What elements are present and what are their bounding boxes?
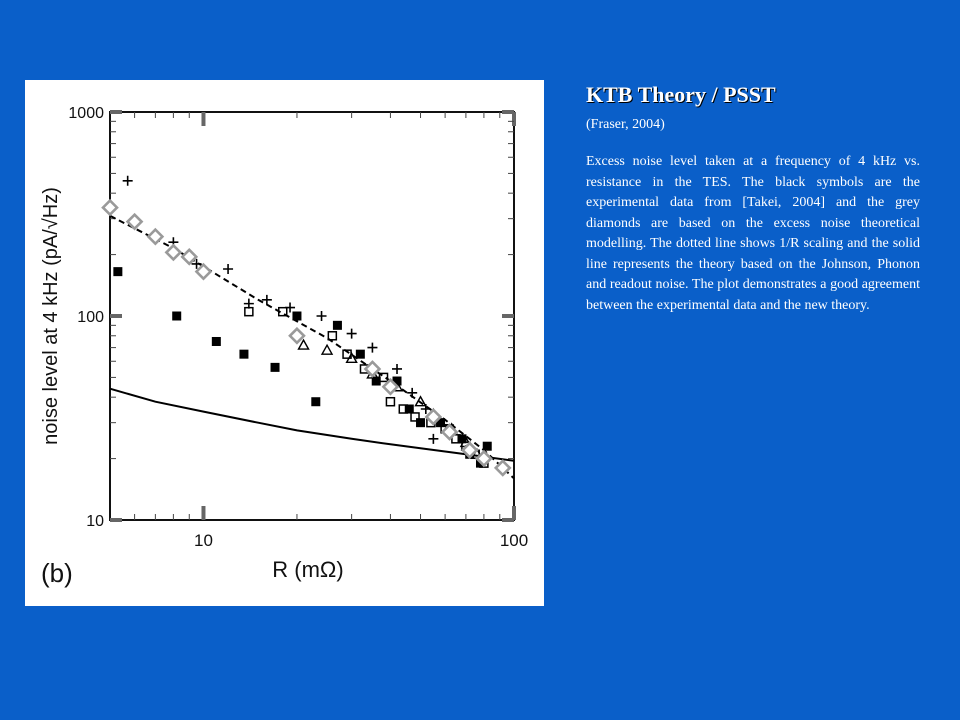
data-point-open-triangle: [345, 351, 358, 364]
tick-labels: 10 100 10 100 1000: [68, 105, 528, 550]
data-point-open-triangle: [414, 395, 427, 407]
data-point-grey-diamond: [424, 408, 443, 426]
data-point-open-square: [451, 434, 461, 444]
data-point-plus: [367, 342, 378, 353]
data-point-grey-diamond: [493, 459, 512, 477]
data-point-filled-square: [270, 362, 280, 372]
data-point-filled-square: [416, 418, 426, 428]
data-point-open-square: [244, 306, 254, 317]
x-tick-label: 100: [500, 531, 528, 550]
axis-ticks: [110, 110, 516, 522]
curves: [109, 214, 515, 480]
data-point-grey-diamond: [363, 360, 382, 378]
data-point-grey-diamond: [460, 441, 479, 459]
x-tick-label: 10: [194, 531, 213, 550]
data-point-grey-diamond: [475, 449, 493, 468]
data-point-open-triangle: [320, 343, 334, 355]
data-point-grey-diamond: [288, 326, 306, 345]
data-point-plus: [346, 328, 357, 339]
data-point-grey-diamond: [125, 212, 144, 231]
data-point-filled-square: [239, 349, 249, 359]
data-point-filled-square: [332, 320, 342, 330]
data-point-filled-square: [113, 267, 123, 277]
data-point-filled-square: [311, 397, 321, 407]
data-point-plus: [191, 258, 202, 269]
data-point-filled-square: [482, 441, 492, 451]
data-point-plus: [223, 263, 234, 274]
chart-svg: 10 100 10 100 1000 R (mΩ) noise level at 4 k…: [40, 105, 528, 588]
y-tick-label: 10: [86, 513, 104, 530]
data-point-open-square: [385, 396, 396, 407]
data-point-plus: [122, 175, 133, 186]
description: Excess noise level taken at a frequency …: [586, 154, 920, 313]
data-point-grey-diamond: [180, 247, 199, 266]
data-point-grey-diamond: [164, 243, 183, 262]
data-point-open-square: [327, 331, 338, 341]
data-markers: [101, 175, 512, 477]
data-point-open-square: [277, 306, 288, 317]
data-point-grey-diamond: [440, 423, 459, 441]
solid-theory-line: [109, 387, 515, 462]
data-point-grey-diamond: [146, 227, 165, 246]
data-point-filled-square: [355, 349, 365, 359]
data-point-filled-square: [172, 311, 182, 321]
data-point-open-square: [410, 412, 420, 422]
data-point-filled-square: [404, 404, 414, 414]
plot-frame: [109, 111, 515, 521]
data-point-filled-square: [211, 336, 221, 346]
data-point-open-square: [378, 372, 389, 383]
y-tick-label: 100: [77, 309, 104, 326]
citation: (Fraser, 2004): [586, 117, 665, 132]
y-tick-label: 1000: [68, 105, 104, 122]
data-point-filled-square: [292, 311, 302, 321]
data-point-grey-diamond: [101, 198, 119, 217]
data-point-plus: [316, 311, 327, 321]
data-point-plus: [407, 387, 418, 398]
data-point-open-square: [398, 404, 409, 414]
data-point-open-triangle: [297, 338, 310, 350]
data-point-plus: [392, 363, 403, 374]
text-panel: KTB Theory / PSST (Fraser, 2004) Excess …: [586, 82, 920, 316]
data-point-grey-diamond: [194, 262, 213, 281]
dotted-1-over-r-line: [109, 214, 515, 480]
x-axis-label: R (mΩ): [272, 557, 343, 582]
panel-label: (b): [41, 558, 73, 588]
data-point-plus: [428, 433, 439, 444]
slide-title: KTB Theory / PSST: [586, 82, 776, 107]
data-point-grey-diamond: [381, 377, 400, 396]
y-axis-label: noise level at 4 kHz (pA/√Hz): [40, 187, 62, 445]
data-point-filled-square: [436, 418, 446, 428]
data-point-plus: [261, 294, 272, 305]
chart-figure: 10 100 10 100 1000 R (mΩ) noise level at 4 k…: [25, 80, 544, 606]
data-point-filled-square: [457, 434, 467, 444]
data-point-filled-square: [371, 376, 381, 386]
